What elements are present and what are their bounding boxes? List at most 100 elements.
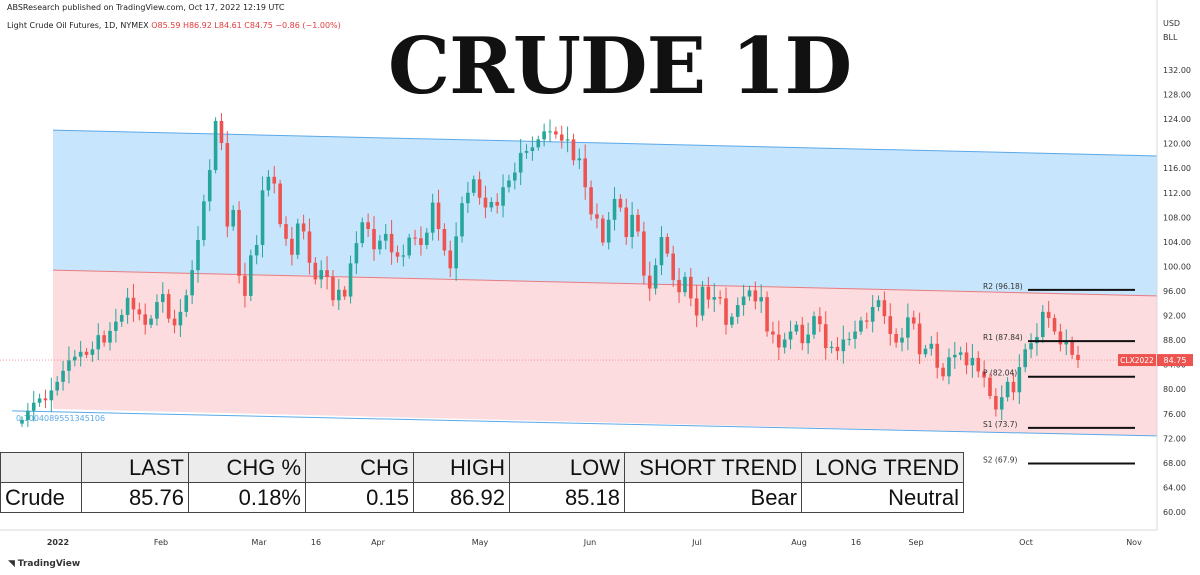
y-tick-label: 68.00	[1163, 459, 1186, 468]
candle-body	[542, 131, 546, 140]
candle	[178, 298, 183, 337]
header-empty	[0, 452, 82, 483]
candle-body	[243, 275, 247, 296]
candle-body	[266, 176, 271, 191]
candle-body	[630, 214, 634, 237]
value-chg-pct: 0.18%	[188, 482, 306, 513]
candle	[618, 194, 623, 212]
candle-body	[471, 179, 476, 193]
candle-body	[1017, 367, 1022, 393]
candle	[565, 126, 570, 153]
candle-body	[800, 324, 805, 344]
candle	[683, 272, 687, 297]
candle-body	[1005, 381, 1010, 398]
candle-body	[249, 255, 253, 296]
candle-body	[970, 357, 975, 366]
candle-body	[941, 367, 945, 377]
candle-body	[665, 236, 670, 254]
candle-body	[425, 232, 429, 245]
x-tick-label: 16	[851, 538, 861, 547]
chart-title: CRUDE 1D	[388, 21, 852, 112]
candle	[372, 216, 376, 261]
candle-body	[1023, 349, 1027, 368]
candle	[724, 287, 728, 335]
candle-body	[237, 209, 241, 276]
x-tick-label: Apr	[371, 538, 386, 547]
candle	[254, 235, 259, 265]
candle	[436, 189, 441, 241]
candle	[865, 312, 869, 329]
candle	[260, 176, 265, 258]
candle-body	[378, 240, 382, 250]
x-tick-label: Nov	[1126, 538, 1142, 547]
x-tick-label: Aug	[791, 538, 807, 547]
stats-row-crude: Crude 85.76 0.18% 0.15 86.92 85.18 Bear …	[0, 482, 964, 513]
candle-body	[325, 270, 329, 277]
candle	[237, 201, 241, 284]
candle-body	[958, 352, 963, 355]
pivot-label: R2 (96.18)	[983, 282, 1023, 291]
candle	[835, 337, 840, 361]
candle-body	[929, 343, 934, 349]
candle-body	[1052, 318, 1057, 332]
candle-body	[636, 214, 640, 232]
candle-body	[530, 147, 535, 152]
candle	[853, 320, 857, 349]
candle-body	[137, 309, 142, 315]
candle-body	[31, 402, 36, 411]
candle	[906, 303, 910, 351]
candle-body	[518, 152, 523, 173]
y-tick-label: 96.00	[1163, 287, 1186, 296]
header-long-trend: LONG TREND	[801, 452, 964, 483]
candle	[202, 194, 206, 247]
candle	[601, 214, 605, 246]
candle	[947, 348, 951, 385]
candle-body	[818, 316, 822, 325]
candle-body	[976, 357, 981, 372]
candle	[419, 226, 423, 256]
fib-value-label: 0.1004089551345106	[16, 414, 105, 423]
candle	[870, 295, 875, 333]
candle	[331, 270, 335, 307]
candle-body	[213, 120, 218, 171]
candle-body	[671, 253, 675, 280]
channel-bottom-line	[11, 410, 1158, 437]
candle	[337, 278, 341, 310]
candle-body	[694, 298, 699, 316]
candle-body	[331, 276, 335, 301]
candle-body	[876, 300, 881, 307]
candle-body	[272, 176, 277, 184]
candle	[964, 342, 969, 375]
channel-lower-band	[53, 270, 1157, 436]
candle	[806, 322, 810, 354]
candle-body	[1058, 331, 1063, 345]
candle	[1029, 333, 1033, 359]
candle-body	[430, 202, 435, 233]
candle	[413, 229, 417, 246]
candle	[982, 360, 986, 388]
candle-body	[559, 134, 564, 141]
candle-body	[1064, 341, 1069, 345]
candle-body	[589, 187, 593, 215]
y-tick-label: 108.00	[1163, 213, 1191, 222]
value-chg: 0.15	[305, 482, 414, 513]
candle	[249, 249, 253, 302]
y-tick-label: 100.00	[1163, 262, 1191, 271]
pivot-levels: R2 (96.18) R1 (87.84) P (82.04) S1 (73.7) S2…	[983, 282, 1135, 465]
candle-body	[202, 201, 206, 241]
tradingview-logo[interactable]: ◥ TradingView	[8, 559, 80, 569]
price-tag-value: 84.75	[1164, 356, 1187, 365]
candle-body	[366, 222, 370, 229]
candle	[319, 260, 323, 289]
candle	[295, 218, 300, 260]
candle-body	[753, 290, 758, 302]
candle	[360, 217, 365, 248]
candle-body	[601, 218, 605, 243]
candle-body	[307, 231, 312, 263]
candle-body	[401, 255, 406, 257]
candle-body	[782, 339, 787, 348]
candle	[624, 198, 629, 245]
candle-body	[841, 339, 846, 352]
candle-body	[395, 252, 400, 257]
candle-body	[859, 320, 863, 332]
